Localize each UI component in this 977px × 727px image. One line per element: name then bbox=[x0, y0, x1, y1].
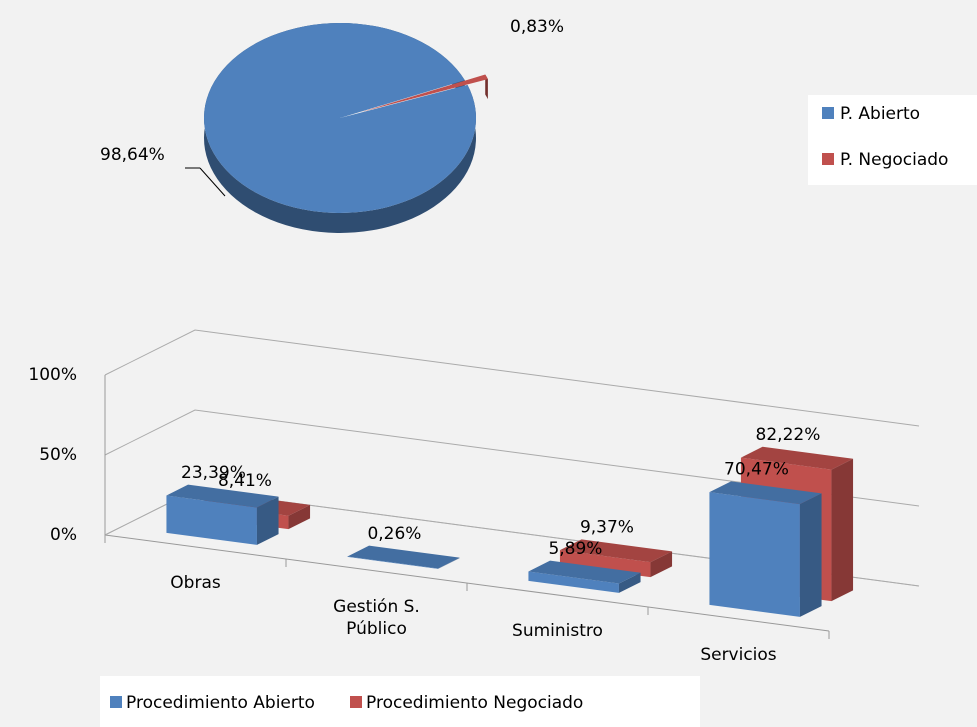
bar-front bbox=[559, 550, 651, 578]
bar bbox=[709, 481, 822, 617]
bar-front bbox=[347, 556, 438, 569]
x-tick-label-box: Obras bbox=[170, 573, 221, 593]
data-label: 8,41% bbox=[218, 471, 272, 491]
legend-swatch bbox=[822, 107, 834, 119]
pie-slice-side bbox=[485, 74, 488, 100]
x-tick-label: Gestión S. Público bbox=[333, 597, 420, 639]
bar-top bbox=[709, 481, 822, 505]
pie-slice-top bbox=[360, 74, 488, 113]
x-tick-label-box: Gestión S. Público bbox=[333, 597, 420, 639]
legend-swatch bbox=[350, 696, 362, 708]
bar-legend-box bbox=[100, 676, 700, 727]
x-tick-label: Obras bbox=[170, 573, 221, 593]
bar-top bbox=[347, 545, 460, 569]
data-label: 5,89% bbox=[548, 539, 602, 559]
pie-legend-box bbox=[808, 95, 977, 185]
bar-side bbox=[799, 493, 822, 617]
bar-front bbox=[166, 495, 257, 545]
data-label: 0,83% bbox=[510, 17, 564, 37]
bar-top bbox=[528, 560, 641, 584]
legend-label: Procedimiento Abierto bbox=[126, 693, 315, 713]
pie-slice bbox=[360, 74, 488, 113]
bar bbox=[528, 560, 641, 593]
pie-slice-top bbox=[204, 23, 477, 214]
pie-slice bbox=[204, 23, 477, 234]
data-label: 23,39% bbox=[181, 463, 246, 483]
data-label: 98,64% bbox=[100, 145, 165, 165]
data-label: 70,47% bbox=[724, 460, 789, 480]
x-tick-label-box: Suministro bbox=[512, 621, 603, 641]
leader-line bbox=[199, 167, 226, 197]
data-label: 0,26% bbox=[367, 524, 421, 544]
bar-side bbox=[256, 496, 279, 545]
bar-side bbox=[437, 557, 460, 569]
legend-label: Procedimiento Negociado bbox=[366, 693, 583, 713]
y-tick-label: 0% bbox=[50, 525, 77, 545]
bar-front bbox=[528, 571, 619, 593]
bar bbox=[347, 545, 460, 569]
bar-side bbox=[618, 572, 641, 593]
y-tick-label: 100% bbox=[28, 365, 77, 385]
x-tick-label: Servicios bbox=[700, 645, 777, 665]
bar-front bbox=[709, 492, 800, 617]
legend-label: P. Negociado bbox=[840, 150, 948, 170]
y-tick-label: 50% bbox=[39, 445, 77, 465]
bar-top bbox=[740, 446, 854, 470]
bar-top bbox=[559, 539, 673, 563]
grid-line bbox=[104, 409, 920, 507]
bar bbox=[166, 484, 279, 545]
bar bbox=[559, 539, 673, 578]
grid-line bbox=[104, 329, 920, 427]
bar-side bbox=[831, 458, 854, 602]
x-tick-label-box: Servicios bbox=[700, 645, 777, 665]
legend-swatch bbox=[110, 696, 122, 708]
data-label: 9,37% bbox=[580, 518, 634, 538]
legend-label: P. Abierto bbox=[840, 104, 920, 124]
legend-swatch bbox=[822, 153, 834, 165]
bar-top bbox=[166, 484, 279, 508]
data-label: 82,22% bbox=[756, 425, 821, 445]
bar-side bbox=[288, 504, 311, 530]
bar-side bbox=[650, 551, 673, 578]
x-tick-label: Suministro bbox=[512, 621, 603, 641]
